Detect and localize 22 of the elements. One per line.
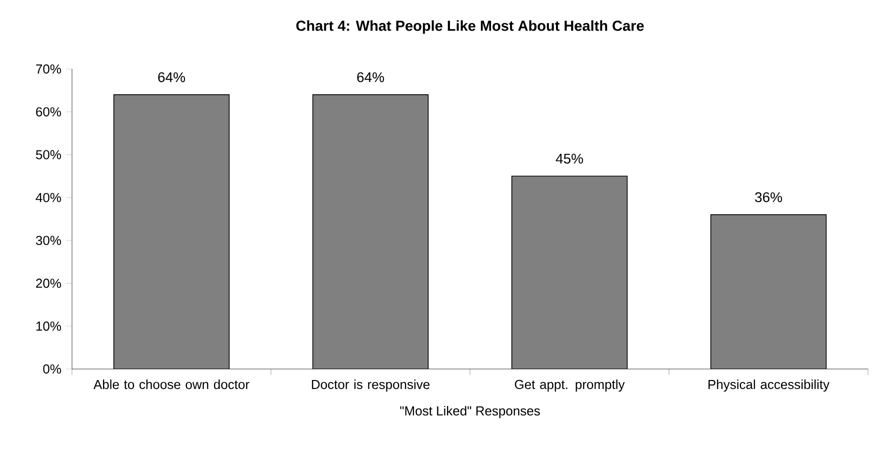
data-label: 36%: [755, 192, 782, 202]
y-tick-label: 50%: [36, 150, 61, 160]
y-tick-label: 0%: [43, 364, 61, 374]
x-tick-label: Physical accessibility: [708, 380, 830, 392]
data-label: 64%: [357, 72, 384, 82]
x-tick-label: Able to choose own doctor: [93, 380, 250, 390]
bar: [312, 94, 429, 369]
bar: [113, 94, 230, 369]
x-tick-label: Get appt. promptly: [514, 380, 625, 392]
y-tick-label: 20%: [36, 278, 61, 288]
data-label: 45%: [556, 154, 584, 164]
y-tick-label: 40%: [36, 192, 61, 202]
x-tick-label: Doctor is responsive: [312, 380, 430, 392]
y-tick-label: 70%: [36, 64, 61, 74]
y-tick-label: 10%: [36, 322, 61, 331]
bar: [710, 214, 827, 369]
chart-title: Chart 4: What People Like Most About Health Care: [296, 20, 644, 34]
y-tick-label: 60%: [36, 107, 61, 116]
y-tick-label: 30%: [36, 236, 61, 246]
data-label: 64%: [158, 72, 186, 82]
x-axis-title: "Most Liked" Responses: [400, 406, 540, 418]
bar: [511, 176, 628, 369]
